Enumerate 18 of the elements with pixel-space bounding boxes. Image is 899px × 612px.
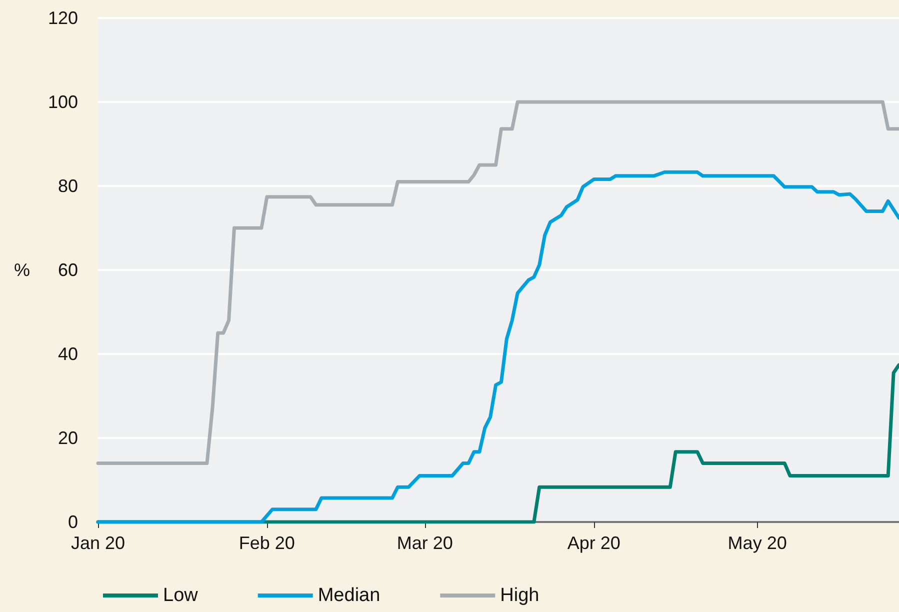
y-tick-label: 0 <box>68 512 78 532</box>
legend-label: Median <box>318 585 380 606</box>
y-tick-label: 60 <box>58 260 78 280</box>
x-tick-label: Feb 20 <box>238 533 295 553</box>
x-tick-label: Apr 20 <box>567 533 620 553</box>
line-series <box>96 170 899 524</box>
x-tick-label: Jan 20 <box>70 533 126 553</box>
y-tick-label: 40 <box>58 344 78 364</box>
line-series <box>96 100 899 465</box>
y-tick-label: 120 <box>48 8 78 28</box>
y-axis-title: % <box>14 260 30 280</box>
y-tick-label: 20 <box>58 428 78 448</box>
x-tick-label: Mar 20 <box>396 533 453 553</box>
y-tick-label: 100 <box>48 92 78 112</box>
legend-label: High <box>500 585 540 606</box>
legend-label: Low <box>163 585 198 606</box>
x-tick-label: May 20 <box>728 533 787 553</box>
y-tick-label: 80 <box>58 176 78 196</box>
